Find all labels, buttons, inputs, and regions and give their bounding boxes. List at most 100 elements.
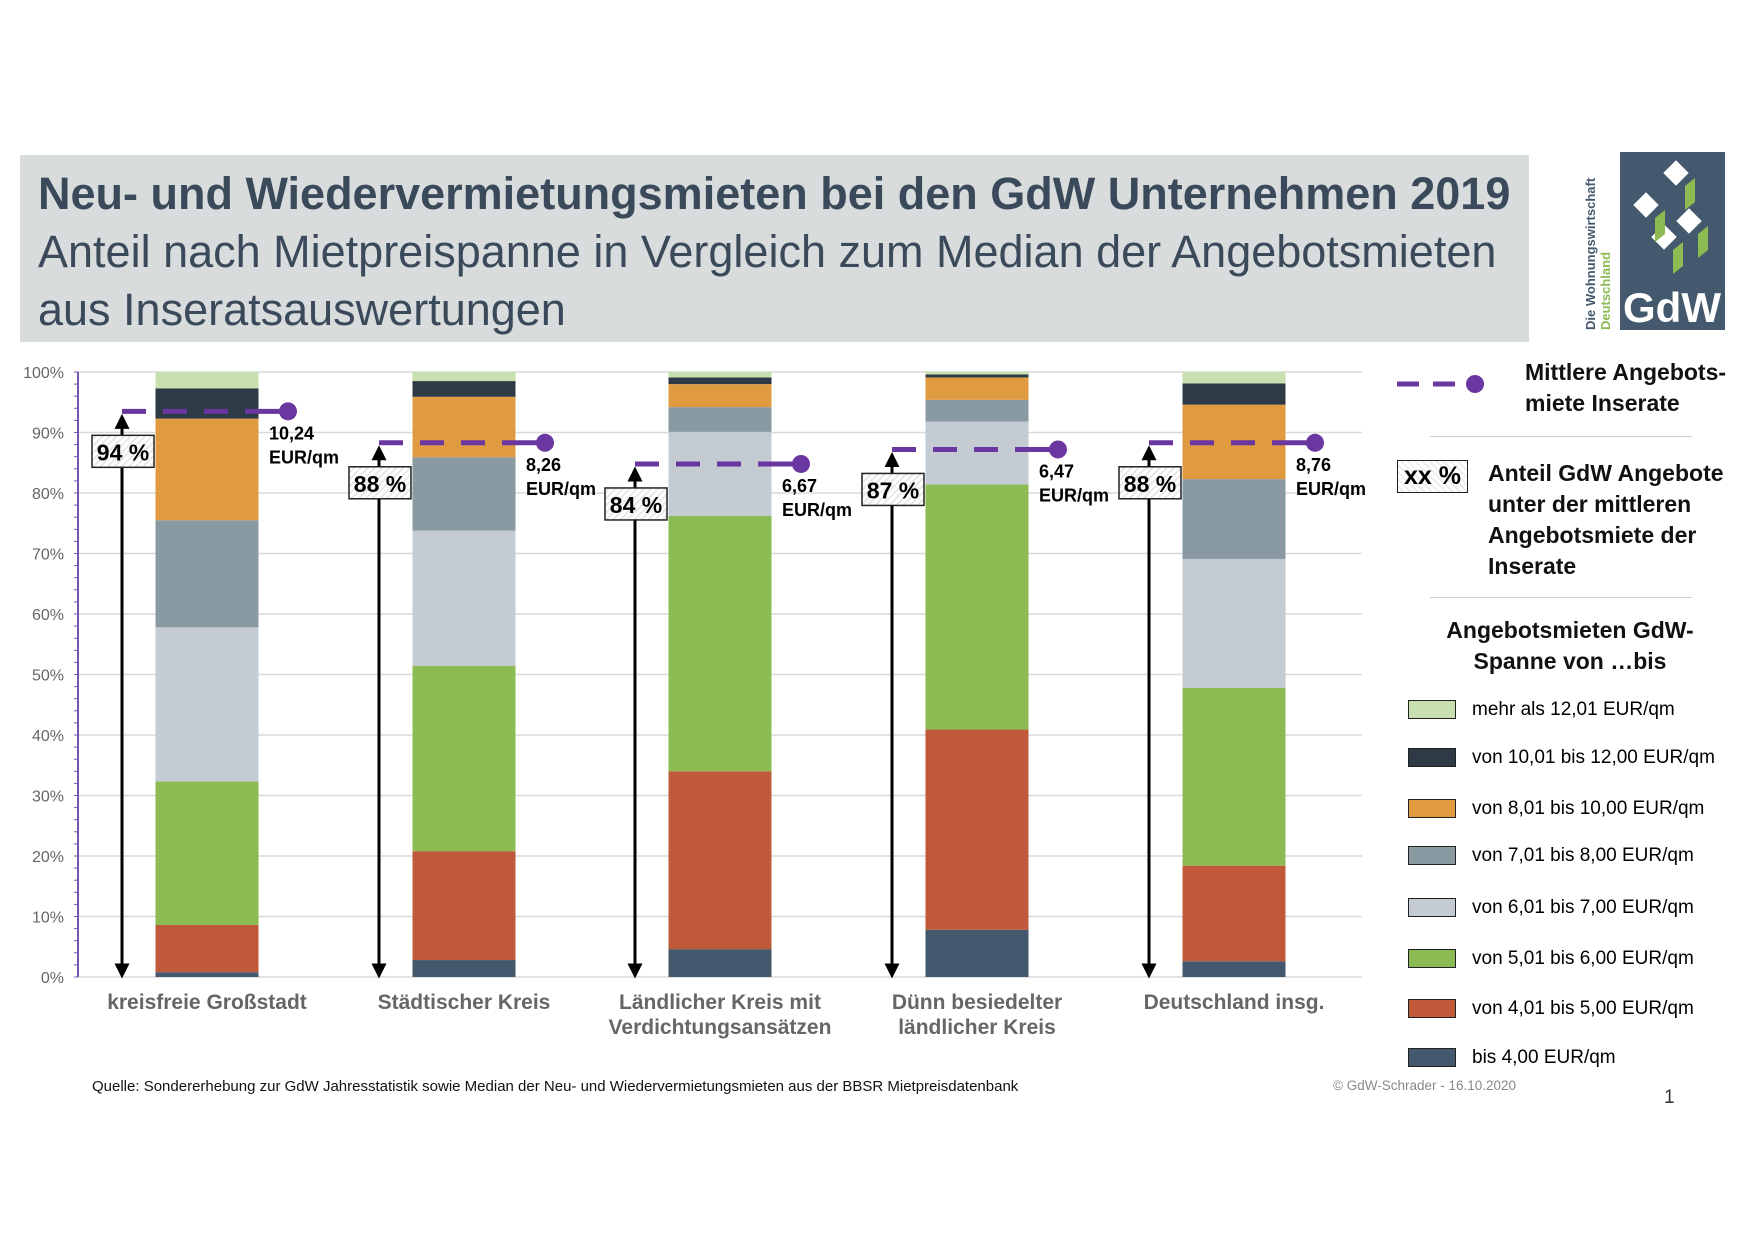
median-rent-value: 10,24	[269, 423, 314, 443]
bar-segment	[412, 666, 516, 852]
legend-swatch	[1408, 999, 1456, 1018]
legend-swatch	[1408, 949, 1456, 968]
legend-item-label: bis 4,00 EUR/qm	[1472, 1047, 1616, 1068]
bar-segment	[925, 484, 1029, 730]
median-rent-marker	[536, 433, 554, 452]
title-subtitle: Anteil nach Mietpreispanne in Vergleich …	[38, 226, 1497, 335]
y-tick-label: 30%	[32, 789, 64, 806]
y-tick-label: 60%	[32, 607, 64, 624]
legend-divider-2	[1430, 597, 1692, 598]
median-rent-marker	[279, 402, 297, 421]
legend-ranges-title: Angebotsmieten GdW- Spanne von …bis	[1405, 615, 1735, 677]
legend-share-label: Anteil GdW Angebote unter der mittleren …	[1488, 460, 1724, 579]
bar-segment	[1182, 865, 1286, 962]
y-tick-label: 0%	[41, 970, 64, 987]
bar-segment	[925, 929, 1029, 977]
legend-item-label: von 5,01 bis 6,00 EUR/qm	[1472, 948, 1694, 969]
x-category-label: kreisfreie Großstadt	[107, 991, 307, 1014]
y-tick-label: 10%	[32, 910, 64, 927]
bar-segment	[1182, 479, 1286, 559]
bar-segment	[412, 457, 516, 531]
median-rent-unit: EUR/qm	[526, 479, 596, 499]
legend-ranges-title-2: Spanne von …bis	[1473, 648, 1667, 674]
share-box	[348, 466, 412, 500]
share-below-value: 88 %	[1124, 471, 1176, 497]
legend-swatch	[1408, 1048, 1456, 1067]
legend-median-marker	[1397, 375, 1484, 393]
y-tick-label: 20%	[32, 849, 64, 866]
legend-ranges-title-1: Angebotsmieten GdW-	[1446, 617, 1694, 643]
y-tick-label: 40%	[32, 728, 64, 745]
bar-segment	[668, 515, 772, 772]
x-category-label: Deutschland insg.	[1144, 991, 1325, 1014]
bar-segment	[925, 399, 1029, 422]
logo-tagline-2: Deutschland	[1598, 252, 1613, 330]
share-box	[604, 487, 668, 521]
legend-swatch	[1408, 898, 1456, 917]
bar-segment	[1182, 961, 1286, 977]
legend-swatch	[1408, 748, 1456, 767]
y-tick-label: 80%	[32, 486, 64, 503]
bar-segment	[1182, 372, 1286, 384]
median-rent-marker	[1049, 440, 1067, 459]
legend-item-label: von 4,01 bis 5,00 EUR/qm	[1472, 998, 1694, 1019]
bar-segment	[155, 924, 259, 973]
legend-item-label: von 7,01 bis 8,00 EUR/qm	[1472, 845, 1694, 866]
source-note: Quelle: Sondererhebung zur GdW Jahressta…	[92, 1078, 1019, 1095]
bar-segment	[155, 372, 259, 389]
x-category-label: Städtischer Kreis	[378, 991, 551, 1014]
median-rent-unit: EUR/qm	[782, 500, 852, 520]
bar-segment	[1182, 383, 1286, 405]
bar-segment	[925, 377, 1029, 400]
legend-swatch	[1408, 700, 1456, 719]
median-rent-marker	[1306, 433, 1324, 452]
legend-swatch	[1408, 799, 1456, 818]
legend-item-label: von 10,01 bis 12,00 EUR/qm	[1472, 747, 1715, 768]
median-rent-unit: EUR/qm	[1296, 479, 1366, 499]
median-rent-value: 6,47	[1039, 461, 1074, 481]
bar-segment	[668, 377, 772, 385]
bar-segment	[155, 418, 259, 521]
bar-segment	[668, 384, 772, 408]
bar-segment	[412, 381, 516, 397]
legend-median-line1: Mittlere Angebots-	[1525, 359, 1727, 385]
legend-divider	[1430, 436, 1692, 437]
legend-xx-box: xx %	[1397, 460, 1468, 493]
bar-segment	[668, 407, 772, 432]
median-rent-marker	[792, 454, 810, 473]
share-below-value: 88 %	[354, 471, 406, 497]
bar-segment	[668, 771, 772, 950]
copyright: © GdW-Schrader - 16.10.2020	[1333, 1078, 1517, 1093]
title-bold: Neu- und Wiedervermietungsmieten bei den…	[38, 168, 1511, 219]
legend-item-label: von 8,01 bis 10,00 EUR/qm	[1472, 798, 1705, 819]
share-box	[861, 472, 925, 507]
legend-median-label: Mittlere Angebots-miete Inserate	[1525, 357, 1726, 419]
x-category-label: Ländlicher Kreis mit Verdichtungsansätzen	[609, 991, 832, 1039]
bar-segment	[668, 949, 772, 977]
median-rent-unit: EUR/qm	[269, 447, 339, 467]
logo-tagline: Die Wohnungswirtschaft	[1583, 177, 1598, 330]
bar-segment	[668, 372, 772, 378]
bar-segment	[925, 729, 1029, 930]
legend-item-label: mehr als 12,01 EUR/qm	[1472, 699, 1675, 720]
bar-segment	[668, 431, 772, 516]
share-below-value: 87 %	[867, 477, 919, 503]
bar-segment	[1182, 558, 1286, 688]
title-banner: Neu- und Wiedervermietungsmieten bei den…	[20, 155, 1529, 342]
bar-segment	[155, 972, 259, 977]
page-number: 1	[1664, 1087, 1675, 1108]
bar-segment	[925, 421, 1029, 485]
legend-swatch	[1408, 846, 1456, 865]
legend-item-label: von 6,01 bis 7,00 EUR/qm	[1472, 897, 1694, 918]
share-below-value: 94 %	[97, 439, 149, 465]
y-tick-label: 50%	[32, 668, 64, 685]
bar-segment	[925, 374, 1029, 378]
y-tick-label: 100%	[23, 365, 64, 382]
logo-text: GdW	[1623, 284, 1721, 331]
median-rent-unit: EUR/qm	[1039, 485, 1109, 505]
median-rent-value: 8,76	[1296, 455, 1331, 475]
median-rent-value: 8,26	[526, 455, 561, 475]
legend-median-line2: miete Inserate	[1525, 390, 1680, 416]
share-below-value: 84 %	[610, 492, 662, 518]
x-category-label: Dünn besiedelter ländlicher Kreis	[892, 991, 1062, 1039]
